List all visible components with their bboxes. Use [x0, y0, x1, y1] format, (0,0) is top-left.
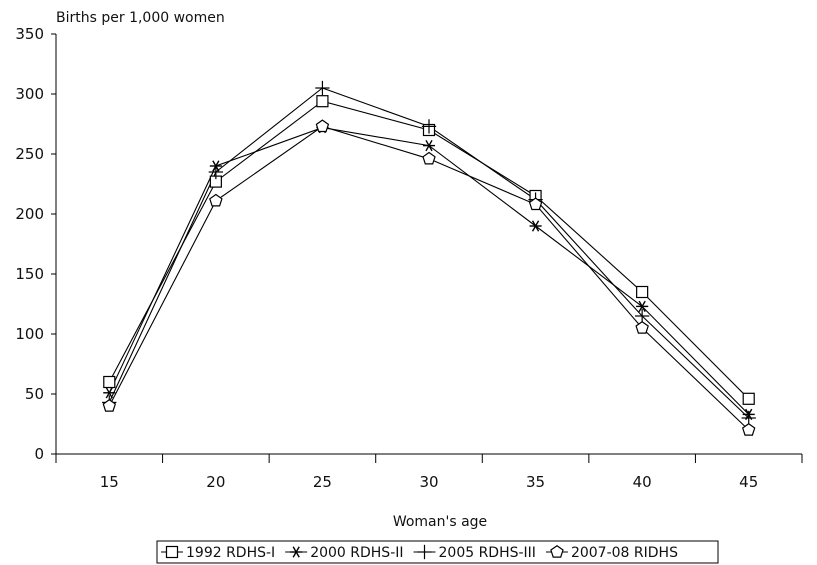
- data-point-series-4: [315, 119, 330, 133]
- data-point-series-4: [102, 398, 117, 412]
- data-point-series-2: [103, 387, 116, 399]
- data-point-series-4: [635, 320, 649, 334]
- x-axis-title: Woman's age: [393, 514, 487, 530]
- legend-box: [156, 540, 719, 564]
- plot-area: 0 50 100 150 200 250 300 350 15 20 25 30 35 40 45: [15, 25, 803, 491]
- y-tick-label: 250: [15, 145, 44, 163]
- x-tick-label: 35: [526, 473, 545, 491]
- data-point-series-3: [634, 308, 650, 324]
- legend-marker-3: [417, 544, 432, 560]
- legend-label-4: 2007-08 RIDHS: [571, 545, 678, 561]
- x-tick-label: 25: [313, 473, 332, 491]
- y-tick-label: 0: [34, 445, 44, 463]
- legend-label-3: 2005 RDHS-III: [439, 545, 536, 561]
- y-tick-label: 150: [15, 265, 44, 283]
- series-line-4: [108, 125, 750, 431]
- series-line-2: [108, 127, 750, 415]
- data-point-series-2: [529, 220, 542, 232]
- y-tick-label: 200: [15, 205, 44, 223]
- legend-marker-2: [290, 546, 303, 558]
- data-point-series-4: [741, 422, 756, 436]
- data-point-series-3: [421, 119, 437, 134]
- x-tick-label: 15: [100, 473, 119, 491]
- y-tick-label: 50: [25, 385, 44, 403]
- data-point-series-1: [636, 285, 649, 299]
- data-point-series-1: [742, 392, 755, 405]
- data-point-series-3: [315, 80, 330, 96]
- data-point-series-4: [528, 197, 543, 211]
- legend-label-2: 2000 RDHS-II: [310, 545, 403, 561]
- data-point-series-3: [208, 164, 224, 180]
- x-tick-label: 20: [206, 473, 225, 491]
- y-tick-label: 100: [15, 325, 44, 343]
- legend: 1992 RDHS-I 2000 RDHS-II 2005 RDHS-III 2007…: [156, 540, 719, 564]
- x-tick-label: 30: [419, 473, 438, 491]
- y-tick-label: 300: [15, 85, 44, 103]
- x-tick-label: 45: [739, 473, 758, 491]
- y-tick-label: 350: [15, 25, 44, 43]
- data-point-series-4: [422, 151, 436, 165]
- series-line-3: [108, 87, 750, 419]
- data-point-series-2: [636, 300, 649, 313]
- y-axis-title: Births per 1,000 women: [56, 10, 225, 26]
- data-point-series-4: [209, 193, 223, 207]
- data-point-series-1: [316, 95, 329, 108]
- legend-marker-1: [165, 545, 179, 559]
- data-point-series-1: [103, 375, 116, 389]
- data-point-series-2: [422, 139, 436, 152]
- legend-marker-4: [550, 544, 564, 558]
- x-tick-label: 40: [633, 473, 652, 491]
- legend-label-1: 1992 RDHS-I: [186, 545, 275, 561]
- data-point-series-3: [741, 410, 756, 426]
